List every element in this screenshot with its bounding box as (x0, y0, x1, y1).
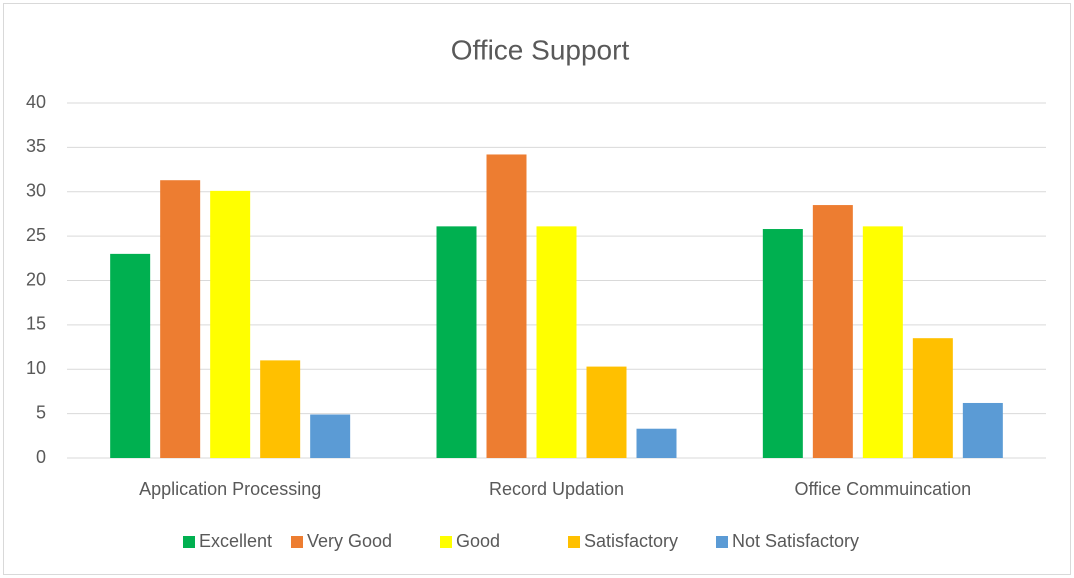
legend-label: Good (456, 531, 500, 551)
bar (436, 226, 477, 458)
bar (210, 190, 251, 459)
y-tick-label: 25 (26, 225, 46, 245)
legend-swatch (568, 536, 580, 548)
y-tick-label: 15 (26, 314, 46, 334)
y-tick-label: 35 (26, 136, 46, 156)
bar (636, 428, 677, 458)
bar (160, 180, 201, 458)
legend-label: Not Satisfactory (732, 531, 859, 551)
legend-swatch (183, 536, 195, 548)
bar (912, 338, 953, 458)
bar (812, 205, 853, 458)
bar (586, 366, 627, 458)
legend-label: Excellent (199, 531, 272, 551)
y-tick-label: 0 (36, 447, 46, 467)
bar (536, 226, 577, 458)
y-tick-label: 20 (26, 269, 46, 289)
x-tick-label: Application Processing (139, 479, 321, 499)
y-tick-label: 40 (26, 92, 46, 112)
legend-swatch (291, 536, 303, 548)
y-tick-label: 10 (26, 358, 46, 378)
legend-swatch (440, 536, 452, 548)
legend-label: Very Good (307, 531, 392, 551)
x-tick-label: Office Commuincation (794, 479, 971, 499)
bar (110, 253, 151, 458)
x-tick-label: Record Updation (489, 479, 624, 499)
bar (310, 414, 351, 458)
bar (962, 402, 1003, 458)
legend-swatch (716, 536, 728, 548)
chart-title: Office Support (451, 34, 630, 65)
bar (486, 154, 527, 458)
bar (862, 226, 903, 458)
y-tick-label: 30 (26, 181, 46, 201)
legend-label: Satisfactory (584, 531, 678, 551)
bar (260, 360, 301, 458)
y-tick-label: 5 (36, 402, 46, 422)
bar (762, 229, 803, 458)
